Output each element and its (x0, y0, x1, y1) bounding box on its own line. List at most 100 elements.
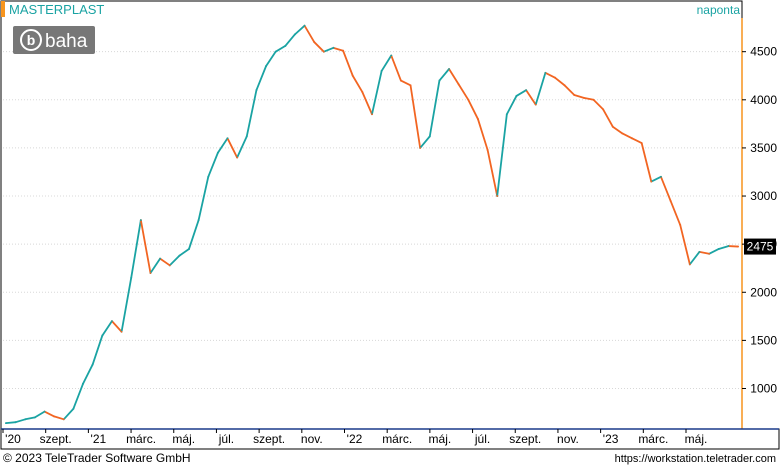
price-point (582, 96, 585, 99)
price-segment-down (351, 74, 364, 94)
price-point (207, 175, 210, 178)
price-point (322, 50, 325, 53)
price-point (62, 418, 65, 421)
price-segment-up (428, 79, 441, 138)
price-point (371, 113, 373, 116)
price-segment-down (582, 96, 595, 101)
price-segment-up (178, 248, 190, 257)
price-point (419, 147, 422, 149)
price-segment-down (457, 83, 470, 101)
x-tick-label: szept. (509, 432, 541, 446)
price-point (130, 276, 133, 279)
logo-circle-icon (20, 29, 42, 51)
price-segment-down (111, 320, 123, 333)
price-segment-down (592, 98, 605, 111)
price-point (390, 54, 393, 57)
price-point (428, 135, 431, 138)
price-point (101, 334, 104, 337)
logo-text: baha (45, 31, 88, 52)
price-segment-down (554, 76, 566, 87)
price-point (621, 132, 624, 135)
price-segment-up (717, 245, 730, 250)
price-point (650, 180, 653, 183)
price-segment-up (82, 363, 94, 385)
price-point (573, 94, 576, 96)
price-segment-up (371, 70, 383, 116)
price-segment-down (303, 24, 316, 43)
x-tick-label: '23 (603, 432, 619, 446)
price-segment-down (660, 175, 672, 202)
price-point (351, 74, 354, 77)
price-point (688, 263, 691, 266)
price-segment-up (255, 65, 267, 92)
price-segment-up (120, 276, 133, 333)
price-segment-up (708, 248, 720, 255)
price-segment-up (14, 418, 27, 424)
x-axis-ticks: '20 szept. '21 márc. máj. júl. szept. nov. '22 má… (2, 429, 707, 446)
price-point (448, 68, 450, 70)
price-segment-up (380, 54, 393, 72)
price-point (168, 264, 171, 267)
price-point (255, 89, 258, 92)
price-point (236, 156, 239, 159)
price-segment-down (399, 79, 412, 87)
price-segment-down (390, 54, 402, 82)
y-tick-label: 3500 (750, 141, 777, 155)
price-segment-down (602, 108, 614, 128)
price-segment-down (640, 142, 653, 183)
price-segment-down (611, 125, 624, 135)
price-point (660, 175, 662, 178)
price-segment-down (53, 415, 65, 421)
price-segment-up (496, 113, 508, 197)
price-point (188, 248, 190, 250)
price-segment-down (477, 118, 489, 151)
price-point (342, 49, 345, 52)
price-segment-down (361, 91, 373, 116)
price-point (669, 199, 672, 202)
price-point (332, 46, 335, 49)
price-point (284, 45, 287, 47)
price-point (544, 71, 547, 74)
price-point (631, 137, 633, 140)
price-series (5, 24, 739, 425)
price-point (178, 254, 181, 257)
price-segment-up (62, 407, 75, 421)
price-segment-down (448, 68, 460, 86)
price-segment-down (159, 257, 171, 267)
price-point (737, 245, 739, 248)
x-tick-label: szept. (40, 432, 72, 446)
price-point (197, 219, 200, 221)
price-point (602, 108, 605, 111)
price-point (467, 98, 470, 101)
price-segment-up (650, 175, 662, 183)
price-point (380, 70, 383, 72)
price-segment-up (130, 219, 142, 279)
price-segment-up (5, 421, 17, 425)
price-point (409, 84, 412, 87)
price-point (245, 135, 248, 138)
price-point (33, 416, 36, 419)
y-tick-label: 1000 (750, 382, 777, 396)
price-point (303, 24, 306, 27)
price-point (611, 125, 614, 128)
price-point (226, 137, 229, 140)
y-tick-label: 4500 (750, 45, 777, 59)
price-segment-down (139, 219, 152, 274)
x-tick-label: máj. (429, 432, 452, 446)
price-segment-down (698, 250, 711, 255)
price-point (563, 84, 566, 87)
price-segment-down (621, 132, 633, 140)
price-segment-up (515, 89, 528, 97)
source-url[interactable]: https://workstation.teletrader.com (615, 453, 776, 465)
price-point (515, 95, 518, 97)
price-segment-up (688, 250, 701, 266)
price-point (216, 151, 219, 154)
price-segment-up (294, 24, 306, 36)
price-segment-down (563, 84, 576, 96)
price-segment-up (101, 320, 113, 337)
price-point (698, 250, 701, 253)
y-tick-label: 1500 (750, 333, 777, 347)
price-segment-up (207, 151, 219, 178)
